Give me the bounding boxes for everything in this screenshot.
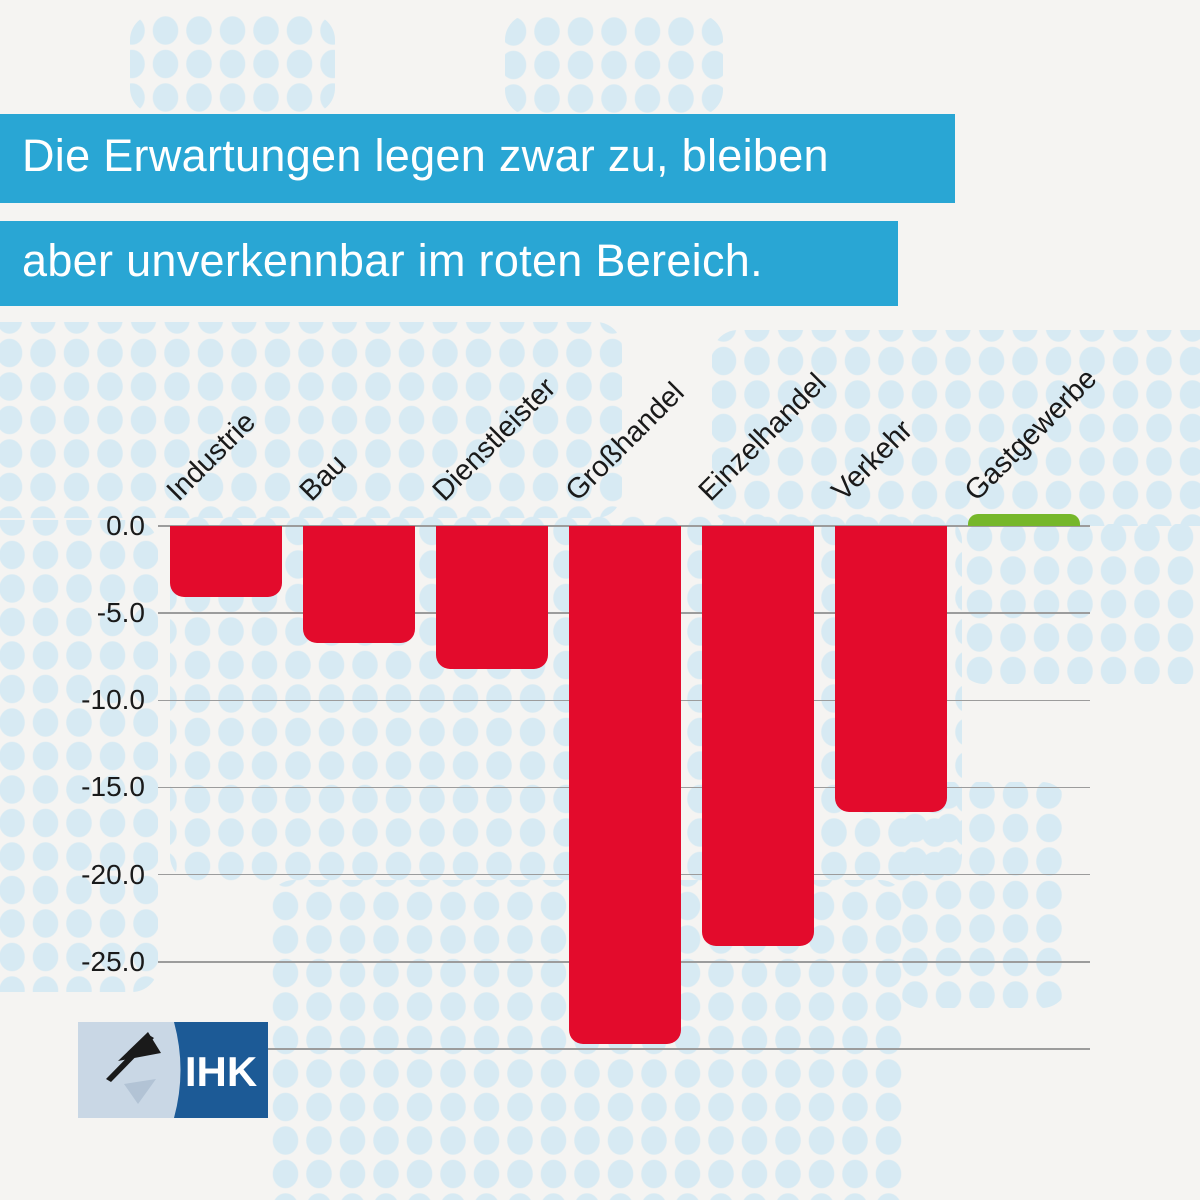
headline-banner-2: aber unverkennbar im roten Bereich.: [0, 221, 898, 306]
logo-dark-panel: [174, 1022, 268, 1118]
map-dots-cluster: [0, 520, 158, 992]
y-tick-label: -20.0: [81, 858, 145, 890]
map-dots-cluster: [896, 782, 1068, 1008]
ihk-logo: IHK: [78, 1022, 268, 1118]
flag-reflection: [124, 1079, 156, 1104]
category-label-industrie: Industrie: [160, 406, 262, 508]
headline-banner-1: Die Erwartungen legen zwar zu, bleiben: [0, 114, 955, 203]
bar-einzelhandel: [702, 526, 814, 947]
ihk-logo-graphic: IHK: [78, 1022, 268, 1118]
bar-grosshandel: [569, 526, 681, 1044]
bar-verkehr: [835, 526, 947, 812]
y-tick-label: -5.0: [96, 597, 145, 629]
map-dots-cluster: [130, 14, 335, 114]
category-label-dienstleister: Dienstleister: [426, 371, 563, 508]
category-label-bau: Bau: [293, 448, 353, 508]
y-tick-label: 0.0: [106, 510, 145, 541]
category-label-gastgewerbe: Gastgewerbe: [958, 362, 1104, 508]
category-label-einzelhandel: Einzelhandel: [692, 367, 833, 508]
bar-bau: [303, 526, 415, 643]
bar-dienstleister: [436, 526, 548, 669]
headline-line-1: Die Erwartungen legen zwar zu, bleiben: [22, 129, 829, 181]
gridline--30: [158, 1048, 1090, 1050]
y-tick-label: -25.0: [81, 945, 145, 977]
headline-line-2: aber unverkennbar im roten Bereich.: [22, 234, 763, 286]
bar-industrie: [170, 526, 282, 598]
category-label-grosshandel: Großhandel: [559, 376, 691, 508]
bar-gastgewerbe: [968, 513, 1080, 526]
y-tick-label: -15.0: [81, 771, 145, 803]
map-dots-cluster: [958, 524, 1200, 684]
category-label-verkehr: Verkehr: [825, 413, 919, 508]
y-tick-label: -10.0: [81, 684, 145, 716]
logo-brand-text: IHK: [185, 1048, 257, 1095]
map-dots-cluster: [505, 14, 723, 116]
flag-pennant-icon: [106, 1032, 161, 1104]
